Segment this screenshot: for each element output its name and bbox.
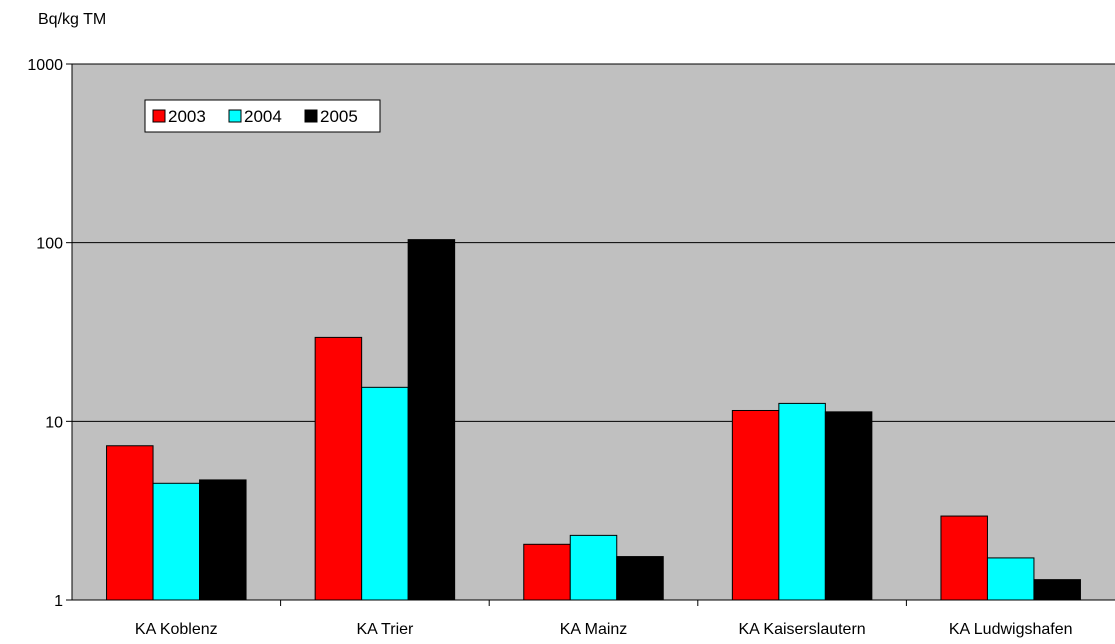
x-category-label: KA Trier: [356, 621, 414, 638]
legend-label-2004: 2004: [244, 107, 282, 126]
y-axis-ticks: 1 10 100 1000: [27, 57, 72, 610]
y-axis-unit-label: Bq/kg TM: [38, 11, 106, 28]
legend-label-2003: 2003: [168, 107, 206, 126]
x-category-label: KA Mainz: [560, 621, 628, 638]
x-axis-labels: KA Koblenz KA Trier KA Mainz KA Kaiserslaut…: [135, 621, 1073, 638]
y-tick-label: 10: [45, 414, 63, 431]
legend-label-2005: 2005: [320, 107, 358, 126]
legend-swatch-2005: [304, 109, 318, 123]
bar-2003-0: [106, 445, 154, 601]
axes: [71, 63, 1115, 606]
bar-2004-1: [361, 386, 409, 601]
bar-2004-4: [986, 557, 1035, 601]
bar-2003-2: [523, 543, 571, 601]
y-tick-label: 1: [54, 593, 63, 610]
bar-2004-2: [569, 534, 618, 601]
bar-2005-3: [824, 411, 873, 601]
bar-2005-2: [616, 556, 664, 601]
bar-2003-3: [731, 409, 780, 601]
legend-swatch-2004: [228, 109, 242, 123]
gridlines: [72, 242, 1115, 422]
legend-box: [144, 99, 381, 133]
bar-2003-4: [940, 515, 988, 601]
x-category-label: KA Ludwigshafen: [949, 621, 1073, 638]
bars: [106, 239, 1081, 601]
x-category-label: KA Kaiserslautern: [739, 621, 866, 638]
bar-2005-1: [407, 239, 456, 601]
bar-2005-4: [1033, 579, 1081, 601]
y-tick-label: 1000: [27, 57, 63, 74]
legend-swatch-2003: [152, 109, 166, 123]
bar-2005-0: [199, 479, 247, 601]
bar-2003-1: [314, 336, 363, 601]
x-category-label: KA Koblenz: [135, 621, 218, 638]
bar-2004-3: [778, 402, 826, 601]
bar-2004-0: [152, 482, 201, 601]
y-tick-label: 100: [36, 236, 63, 253]
legend: 2003 2004 2005: [144, 99, 381, 133]
